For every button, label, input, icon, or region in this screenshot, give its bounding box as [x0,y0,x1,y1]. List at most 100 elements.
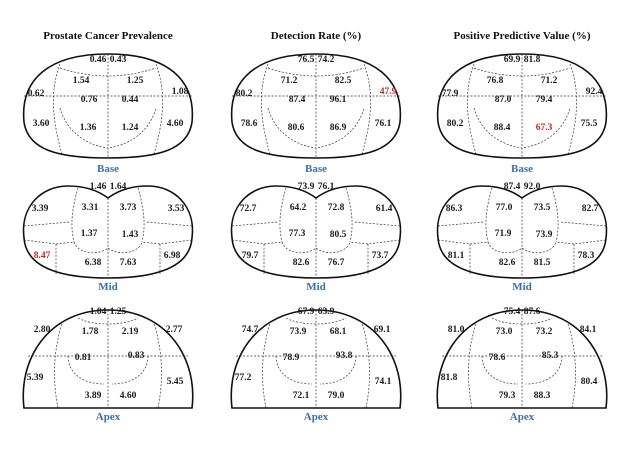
zone-divider-4 [361,63,371,155]
zone-divider-3 [261,63,271,155]
zone-value: 0.83 [128,351,145,361]
zone-divider-4 [153,323,162,409]
apex-label: Apex [304,411,329,423]
zone-divider-5 [137,187,145,243]
zone-value: 82.7 [582,204,599,214]
zone-value: 82.6 [293,258,310,268]
mid-outline [230,185,402,279]
zone-value: 73.5 [534,203,551,213]
zone-divider-5 [551,187,559,243]
zone-divider-10 [349,239,401,245]
zone-value: 81.5 [534,258,551,268]
zone-divider-6 [73,241,143,254]
zone-value: 1.64 [110,182,127,192]
zone-divider-6 [487,241,557,254]
prevalence-base-map: 0.46 0.43 1.54 1.25 0.62 1.08 0.76 0.44 3.60 1.36… [22,53,194,175]
zone-value: 74.1 [375,377,392,387]
zone-value: 88.4 [494,123,511,133]
zone-value: 79.4 [536,95,553,105]
zone-value: 71.2 [281,76,298,86]
zone-value: 88.3 [534,391,551,401]
zone-divider-9 [23,239,75,245]
zone-divider-6 [525,355,563,385]
zone-divider-7 [77,317,139,325]
zone-divider-6 [59,67,157,77]
zone-value: 87.6 [524,307,541,317]
base-outline [436,53,608,159]
zone-divider-3 [53,63,63,155]
prevalence-mid-map: 1.46 1.64 3.39 3.31 3.73 3.53 1.37 1.43 8.47 6.38… [22,182,194,293]
zone-value: 82.5 [335,76,352,86]
ppv-mid-map: 87.4 92.0 86.3 77.0 73.5 82.7 71.9 73.9 81.1 82.6… [436,182,608,293]
zone-divider-5 [473,107,571,149]
zone-value: 64.2 [290,203,307,213]
zone-divider-6 [473,67,571,77]
zone-value: 79.3 [499,391,516,401]
apex-outline [230,309,402,409]
detection-rate-apex-map: 67.9 63.9 74.7 73.9 68.1 69.1 78.9 93.8 77.2 72.1… [230,307,402,423]
zone-divider-9 [437,239,489,245]
zone-divider-4 [567,63,577,155]
zone-value: 74.2 [318,55,335,65]
ppv-apex-map: 75.4 87.6 81.0 73.0 73.2 84.1 78.6 85.3 81.8 79.3… [436,307,608,423]
zone-value: 1.37 [81,229,98,239]
zone-divider-3 [559,221,607,227]
prevalence-apex-map: 1.04 1.25 2.80 1.78 2.19 2.77 0.81 0.83 5.39 3.89… [22,307,194,423]
zone-value: 1.25 [127,76,144,86]
zone-value: 78.3 [578,251,595,261]
zone-value: 61.4 [376,204,393,214]
zone-value: 81.8 [441,373,458,383]
column-title-ppv: Positive Predictive Value (%) [454,30,591,42]
zone-value: 1.43 [122,230,139,240]
zone-divider-3 [468,323,477,409]
zone-value: 6.98 [164,251,181,261]
zone-value: 73.2 [536,327,553,337]
zone-value: 73.9 [290,327,307,337]
mid-outline [22,185,194,279]
zone-value: 0.44 [122,95,139,105]
apex-outline [22,309,194,409]
zone-value: 76.1 [318,182,335,192]
zone-value: 73.0 [496,327,513,337]
zone-value: 73.9 [536,230,553,240]
zone-value: 71.2 [541,76,558,86]
zone-value: 92.0 [524,182,541,192]
zone-value: 77.9 [442,89,459,99]
zone-value-highlighted: 8.47 [34,251,51,261]
zone-value: 63.9 [318,307,335,317]
zone-value: 74.7 [242,325,259,335]
zone-value: 73.9 [298,182,315,192]
zone-value: 80.2 [236,89,253,99]
mid-label: Mid [512,281,532,293]
zone-value: 1.08 [172,87,189,97]
zone-value: 77.3 [289,229,306,239]
apex-outline [436,309,608,409]
zone-value: 1.54 [73,76,90,86]
zone-value: 5.45 [167,377,184,387]
zone-value: 4.60 [120,391,137,401]
zone-divider-5 [345,187,353,243]
zone-value: 87.0 [495,95,512,105]
mid-outline [436,185,608,279]
zone-value: 0.76 [81,95,98,105]
zone-value: 0.62 [28,89,45,99]
zone-value: 81.1 [448,251,465,261]
zone-divider-4 [567,323,576,409]
zone-value: 78.9 [283,353,300,363]
zone-divider-6 [267,67,365,77]
zone-divider-2 [437,221,485,227]
zone-value: 5.39 [27,373,44,383]
zone-value: 3.39 [32,204,49,214]
zone-value: 82.6 [499,258,516,268]
zone-value: 1.78 [82,327,99,337]
zone-value: 72.1 [293,391,310,401]
zone-value: 79.0 [328,391,345,401]
zone-value: 78.6 [241,119,258,129]
detection-rate-base-map: 76.5 74.2 71.2 82.5 80.2 47.9 87.4 96.1 78.6 80.6… [230,53,402,175]
zone-value: 69.9 [504,55,521,65]
zone-divider-4 [71,187,79,243]
zone-value: 73.7 [372,251,389,261]
zone-divider-7 [285,317,347,325]
zone-value: 76.8 [487,76,504,86]
apex-label: Apex [510,411,535,423]
